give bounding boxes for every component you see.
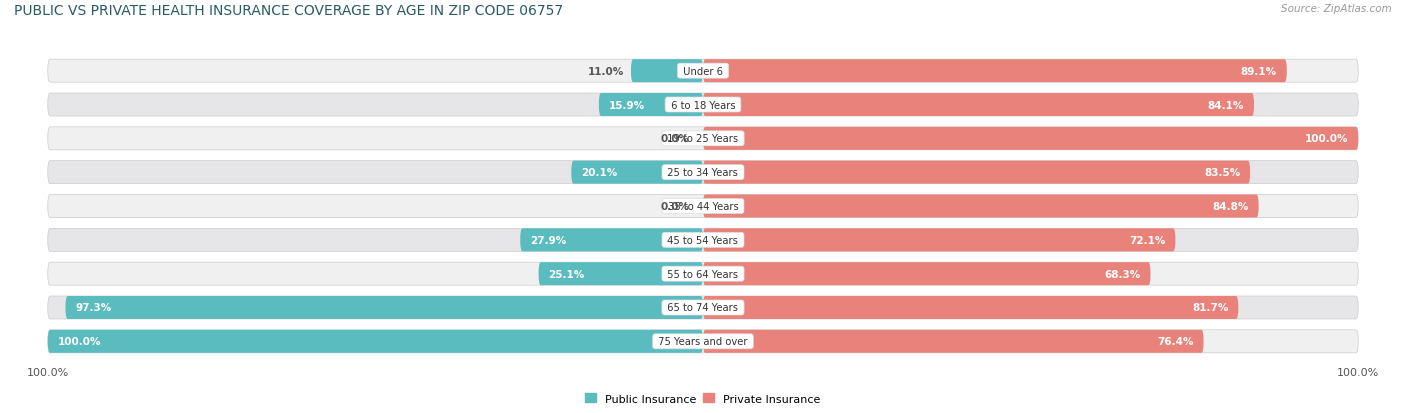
FancyBboxPatch shape — [48, 161, 1358, 184]
Text: 100.0%: 100.0% — [1305, 134, 1348, 144]
Text: 0.0%: 0.0% — [661, 134, 690, 144]
FancyBboxPatch shape — [703, 128, 1358, 150]
FancyBboxPatch shape — [703, 195, 1258, 218]
Text: 11.0%: 11.0% — [588, 66, 624, 76]
Text: 25.1%: 25.1% — [548, 269, 585, 279]
FancyBboxPatch shape — [703, 330, 1204, 353]
Text: PUBLIC VS PRIVATE HEALTH INSURANCE COVERAGE BY AGE IN ZIP CODE 06757: PUBLIC VS PRIVATE HEALTH INSURANCE COVER… — [14, 4, 564, 18]
FancyBboxPatch shape — [703, 296, 1239, 319]
FancyBboxPatch shape — [703, 229, 1175, 252]
FancyBboxPatch shape — [538, 263, 703, 285]
Text: 83.5%: 83.5% — [1204, 168, 1240, 178]
FancyBboxPatch shape — [703, 263, 1150, 285]
FancyBboxPatch shape — [48, 94, 1358, 117]
FancyBboxPatch shape — [48, 263, 1358, 285]
FancyBboxPatch shape — [599, 94, 703, 117]
Text: 65 to 74 Years: 65 to 74 Years — [665, 303, 741, 313]
Text: 27.9%: 27.9% — [530, 235, 567, 245]
Text: 76.4%: 76.4% — [1157, 337, 1194, 347]
FancyBboxPatch shape — [631, 60, 703, 83]
Text: 75 Years and over: 75 Years and over — [655, 337, 751, 347]
FancyBboxPatch shape — [571, 161, 703, 184]
FancyBboxPatch shape — [48, 296, 1358, 319]
Text: 45 to 54 Years: 45 to 54 Years — [665, 235, 741, 245]
FancyBboxPatch shape — [703, 60, 1286, 83]
FancyBboxPatch shape — [703, 161, 1250, 184]
FancyBboxPatch shape — [520, 229, 703, 252]
FancyBboxPatch shape — [48, 60, 1358, 83]
FancyBboxPatch shape — [48, 128, 1358, 150]
Text: 97.3%: 97.3% — [76, 303, 111, 313]
FancyBboxPatch shape — [48, 330, 703, 353]
FancyBboxPatch shape — [48, 229, 1358, 252]
Text: 81.7%: 81.7% — [1192, 303, 1229, 313]
Text: 84.8%: 84.8% — [1212, 202, 1249, 211]
Text: Source: ZipAtlas.com: Source: ZipAtlas.com — [1281, 4, 1392, 14]
FancyBboxPatch shape — [48, 195, 1358, 218]
Text: 6 to 18 Years: 6 to 18 Years — [668, 100, 738, 110]
Text: 55 to 64 Years: 55 to 64 Years — [665, 269, 741, 279]
Text: 35 to 44 Years: 35 to 44 Years — [665, 202, 741, 211]
Text: 19 to 25 Years: 19 to 25 Years — [665, 134, 741, 144]
Text: 100.0%: 100.0% — [58, 337, 101, 347]
Text: Under 6: Under 6 — [681, 66, 725, 76]
Text: 89.1%: 89.1% — [1241, 66, 1277, 76]
Legend: Public Insurance, Private Insurance: Public Insurance, Private Insurance — [581, 389, 825, 408]
Text: 84.1%: 84.1% — [1208, 100, 1244, 110]
Text: 20.1%: 20.1% — [581, 168, 617, 178]
Text: 15.9%: 15.9% — [609, 100, 645, 110]
Text: 25 to 34 Years: 25 to 34 Years — [665, 168, 741, 178]
Text: 0.0%: 0.0% — [661, 202, 690, 211]
FancyBboxPatch shape — [66, 296, 703, 319]
Text: 72.1%: 72.1% — [1129, 235, 1166, 245]
FancyBboxPatch shape — [48, 330, 1358, 353]
Text: 68.3%: 68.3% — [1105, 269, 1140, 279]
FancyBboxPatch shape — [703, 94, 1254, 117]
